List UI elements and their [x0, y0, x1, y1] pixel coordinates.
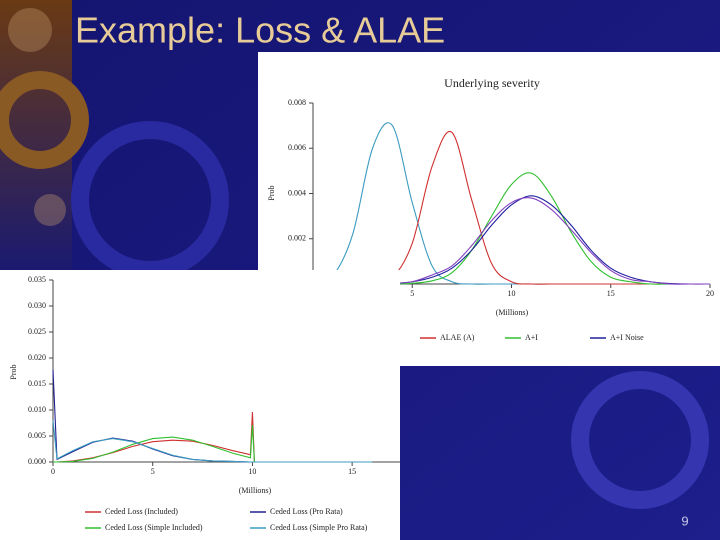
y-tick-label: 0.035	[28, 275, 46, 284]
y-tick-label: 0.006	[288, 143, 306, 152]
x-axis-label: (Millions)	[239, 486, 272, 495]
y-tick-label: 0.010	[28, 405, 46, 414]
x-tick-label: 0	[51, 467, 55, 476]
legend-label: Ceded Loss (Included)	[105, 507, 178, 516]
legend-label: A+I Noise	[610, 333, 644, 342]
chart-background	[0, 270, 400, 540]
chart-title: Underlying severity	[444, 76, 540, 90]
x-tick-label: 20	[706, 289, 714, 298]
x-tick-label: 10	[508, 289, 516, 298]
legend-label: Ceded Loss (Pro Rata)	[270, 507, 343, 516]
y-tick-label: 0.020	[28, 353, 46, 362]
slide-title: Example: Loss & ALAE	[75, 10, 445, 51]
legend-label: Ceded Loss (Simple Included)	[105, 523, 203, 532]
legend-label: Ceded Loss (Simple Pro Rata)	[270, 523, 368, 532]
x-tick-label: 5	[410, 289, 414, 298]
y-tick-label: 0.015	[28, 379, 46, 388]
chart: (Millions) Prob 0.000 0.005 0.010 0.015 0.020 0…	[0, 270, 400, 540]
legend-label: ALAE (A)	[440, 333, 475, 342]
y-tick-label: 0.002	[288, 234, 306, 243]
page-number: 9	[681, 513, 688, 528]
series-line	[52, 420, 373, 463]
y-tick-label: 0.008	[288, 98, 306, 107]
y-axis-label: Prob	[267, 185, 276, 200]
x-tick-label: 10	[248, 467, 256, 476]
y-tick-label: 0.025	[28, 327, 46, 336]
x-tick-label: 15	[348, 467, 356, 476]
y-tick-label: 0.000	[28, 457, 46, 466]
y-axis-label: Prob	[9, 364, 18, 379]
y-tick-label: 0.030	[28, 301, 46, 310]
y-tick-label: 0.005	[28, 431, 46, 440]
gear-teeth	[8, 8, 66, 226]
legend-label: A+I	[525, 333, 538, 342]
x-tick-label: 15	[607, 289, 615, 298]
y-tick-label: 0.004	[288, 188, 306, 197]
x-tick-label: 5	[151, 467, 155, 476]
x-axis-label: (Millions)	[496, 308, 529, 317]
